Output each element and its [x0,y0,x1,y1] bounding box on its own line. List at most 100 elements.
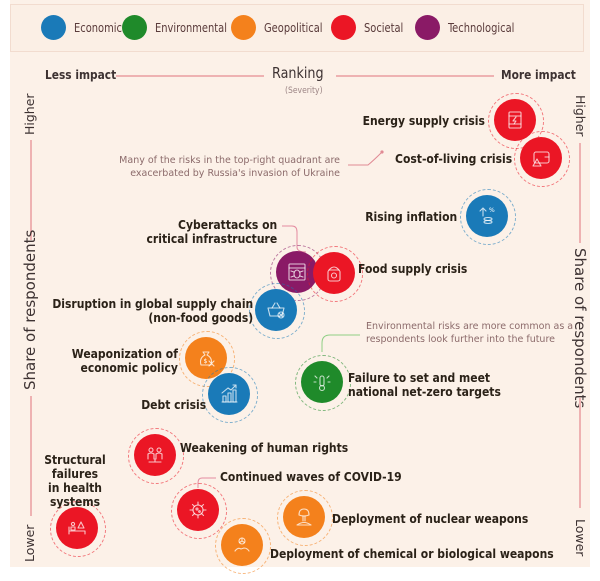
x-axis-high-label: More impact [501,67,576,82]
y-axis-title-left: Share of respondents [21,229,39,390]
virus-icon [189,501,207,519]
risk-bubble-weapon[interactable]: $ [185,337,227,379]
y-axis-line-left-top [30,140,32,240]
legend-item-societal: Societal [331,15,409,40]
ukraine-note: Many of the risks in the top-right quadr… [119,154,340,180]
y-axis-line-right-bottom [579,398,581,508]
risk-label-energy: Energy supply crisis [363,114,485,128]
legend-label: Economic [74,20,122,35]
risk-label-covid: Continued waves of COVID-19 [220,470,402,484]
x-axis-line-left [116,75,264,77]
risk-label-food: Food supply crisis [358,262,467,276]
risk-label-weapon: Weaponization of economic policy [72,347,178,375]
risk-bubble-humanrights[interactable] [134,434,176,476]
risk-bubble-inflation[interactable]: % [466,195,508,237]
y-axis-low-label-left: Lower [22,524,37,562]
risk-label-line: Continued waves of COVID-19 [220,470,402,484]
svg-text:%: % [489,207,495,214]
risk-label-line: failures [51,467,99,481]
risk-bubble-supply[interactable] [255,289,297,331]
legend-item-technological: Technological [415,15,523,40]
risk-bubble-debt[interactable] [208,373,250,415]
environmental-note: Environmental risks are more common as a… [366,320,573,346]
legend-label: Environmental [155,20,227,35]
x-axis-subtitle: (Severity) [285,86,323,96]
y-axis-title-right: Share of respondents [571,248,589,409]
risk-label-line: Cost-of-living crisis [394,152,512,166]
risk-bubble-cost[interactable] [520,137,562,179]
risk-label-line: economic policy [80,361,178,375]
technological-swatch [415,15,440,40]
risk-label-line: national net-zero targets [348,385,501,399]
y-axis-high-label-left: Higher [22,93,37,135]
risk-bubble-energy[interactable] [494,99,536,141]
risk-bubble-nuclear[interactable] [283,496,325,538]
legend-label: Geopolitical [264,20,323,35]
risk-label-line: Structural [44,453,106,467]
environmental-swatch [122,15,147,40]
risk-label-supply: Disruption in global supply chain (non-fo… [52,297,253,325]
y-axis-line-left-bottom [30,396,32,516]
geopolitical-swatch [231,15,256,40]
y-axis-low-label-right: Lower [573,519,588,557]
risk-label-line: Debt crisis [141,398,206,412]
ukraine-note-line: Many of the risks in the top-right quadr… [119,155,340,166]
risk-label-health: Structural failures in health systems [39,453,111,509]
risk-bubble-food[interactable] [313,252,355,294]
risk-bubble-health[interactable] [56,507,98,549]
societal-swatch [331,15,356,40]
risk-label-humanrights: Weakening of human rights [180,441,348,455]
bar-chart-up-icon [221,384,238,403]
risk-label-line: Weaponization of [71,347,178,361]
environmental-note-line: Environmental risks are more common as a [366,321,574,332]
risk-label-inflation: Rising inflation [365,210,457,224]
coins-arrow-up-icon: % [479,207,495,225]
risk-bubble-covid[interactable] [177,489,219,531]
risk-label-line: Disruption in global supply chain [52,297,253,311]
svg-text:$: $ [204,358,208,365]
risk-label-line: Food supply crisis [358,262,468,276]
risk-label-line: Energy supply crisis [362,114,485,128]
hospital-bed-icon [68,521,86,535]
legend-item-economic: Economic [41,15,128,40]
fuel-barrel-icon [508,111,522,129]
legend-label: Societal [364,20,404,35]
money-bag-x-icon: $ [199,351,215,367]
basket-cancel-icon [267,302,285,319]
biohazard-hand-icon [234,537,250,552]
legend-item-environmental: Environmental [122,15,237,40]
people-scale-icon [147,447,163,463]
risk-bubble-cyber[interactable] [276,251,318,293]
risk-label-chemical: Deployment of chemical or biological wea… [270,547,554,561]
legend: Economic Environmental Geopolitical Soci… [10,4,584,52]
thermometer-heat-icon [313,375,331,392]
risk-label-debt: Debt crisis [141,398,206,412]
risk-label-line: Deployment of nuclear weapons [332,512,529,526]
x-axis-title: Ranking [272,64,324,82]
mushroom-cloud-icon [296,508,312,526]
economic-swatch [41,15,66,40]
legend-item-geopolitical: Geopolitical [231,15,331,40]
risk-label-netzero: Failure to set and meet national net-zero… [348,371,501,399]
risk-label-line: Rising inflation [365,210,457,224]
risk-label-line: Weakening of human rights [180,441,349,455]
x-axis-line-right [336,75,494,77]
risk-bubble-netzero[interactable] [301,361,343,403]
risk-label-line: Cyberattacks on [177,218,277,232]
y-axis-line-right-top [579,143,581,243]
food-sack-icon [327,266,341,282]
x-axis-low-label: Less impact [45,67,117,82]
risk-label-line: Failure to set and meet [348,371,491,385]
risk-label-line: in health [47,481,102,495]
risk-label-cyber: Cyberattacks on critical infrastructure [146,218,277,246]
risk-label-line: systems [49,495,101,509]
environmental-note-line: respondents look further into the future [366,334,555,345]
y-axis-high-label-right: Higher [573,95,588,137]
risk-label-nuclear: Deployment of nuclear weapons [332,512,528,526]
wallet-warning-icon [532,151,550,167]
computer-bug-icon [288,263,306,281]
risk-bubble-chemical[interactable] [221,524,263,566]
ukraine-note-line: exacerbated by Russia's invasion of Ukra… [130,168,340,179]
risk-label-line: critical infrastructure [146,232,277,246]
risk-label-line: Deployment of chemical or biological wea… [270,547,554,561]
